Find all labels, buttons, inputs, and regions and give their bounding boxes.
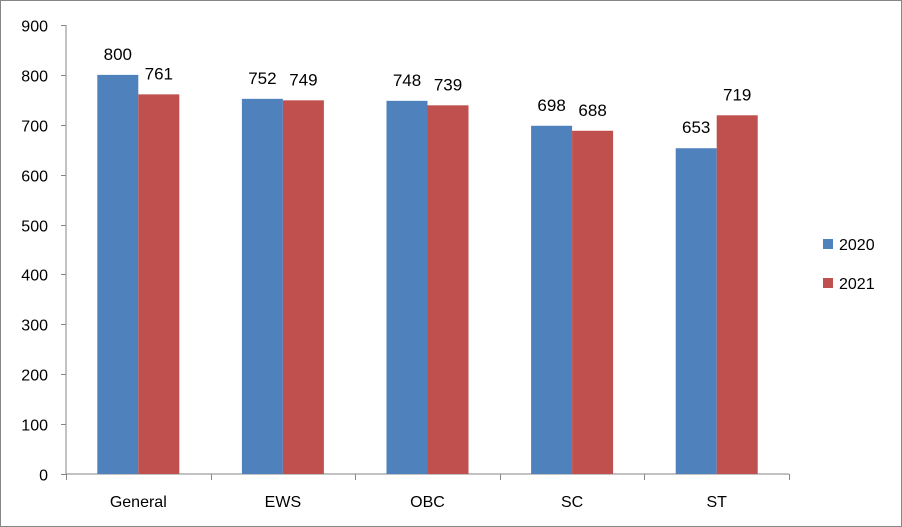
y-tick-label: 0 (39, 468, 48, 485)
x-tick-label: SC (561, 494, 583, 511)
data-label: 752 (248, 69, 276, 88)
chart-legend: 2020 2021 (823, 237, 875, 293)
legend-swatch (823, 278, 833, 288)
chart-data-labels: 800 761 752 749 748 739 698 688 653 719 (104, 45, 752, 137)
bar (138, 94, 180, 475)
data-label: 748 (393, 71, 421, 90)
legend-label: 2021 (839, 276, 875, 293)
bar (97, 74, 139, 474)
y-tick-label: 700 (21, 119, 48, 136)
data-label: 739 (434, 75, 462, 94)
data-label: 761 (145, 64, 173, 83)
x-tick-label: General (110, 494, 167, 511)
bar (716, 115, 758, 474)
y-tick-label: 500 (21, 219, 48, 236)
y-tick-label: 900 (21, 19, 48, 36)
y-tick-label: 400 (21, 268, 48, 285)
chart-bars (97, 74, 758, 475)
x-tick-label: OBC (410, 494, 445, 511)
y-tick-label: 600 (21, 169, 48, 186)
bar (531, 125, 573, 474)
data-label: 719 (723, 85, 751, 104)
bar (427, 105, 469, 475)
y-tick-label: 200 (21, 368, 48, 385)
bar (386, 100, 428, 474)
y-tick-label: 800 (21, 69, 48, 86)
data-label: 653 (682, 118, 710, 137)
chart-axes: 0 100 200 300 400 500 600 700 800 900 General EWS OB… (21, 19, 790, 511)
bar (675, 148, 717, 474)
legend-swatch (823, 239, 833, 249)
data-label: 698 (537, 96, 565, 115)
legend-label: 2020 (839, 237, 875, 254)
x-tick-label: EWS (265, 494, 301, 511)
bar (572, 130, 614, 474)
x-tick-label: ST (706, 494, 727, 511)
bar (241, 98, 283, 474)
data-label: 800 (104, 45, 132, 64)
y-tick-label: 300 (21, 318, 48, 335)
data-label: 688 (578, 101, 606, 120)
y-tick-label: 100 (21, 418, 48, 435)
data-label: 749 (289, 70, 317, 89)
bar (282, 100, 324, 475)
